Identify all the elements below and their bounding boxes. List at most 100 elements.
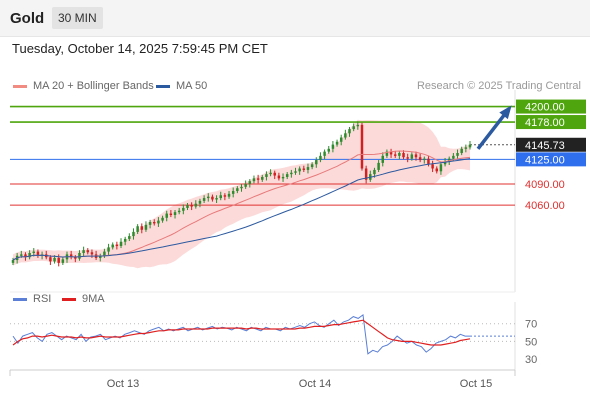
candle-body [398,153,401,156]
time-axis: Oct 13 Oct 14 Oct 15 [9,369,516,390]
candle-body [269,172,272,175]
candle-body [385,151,389,156]
level-label-4200.00: 4200.00 [525,102,565,114]
candle-body [86,250,90,253]
interval-button[interactable]: 30 MIN [52,7,103,29]
candle-body [261,176,264,180]
candle-body [418,157,422,161]
candle-body [78,252,81,259]
candle-body [198,200,202,204]
candle-body [306,167,310,170]
candle-body [132,231,135,237]
candle-body [277,175,281,179]
candle-body [111,244,114,248]
level-label-4090.00: 4090.00 [525,179,565,191]
level-label-4178.00: 4178.00 [525,117,565,129]
candle-body [389,151,393,155]
candle-body [302,168,306,170]
candle-body [219,195,222,199]
candle-body [153,222,156,224]
candle-body [128,236,131,239]
candle-body [319,155,322,161]
candle-body [348,129,351,134]
candle-body [207,196,210,199]
chart-grid [10,90,516,293]
candle-body [335,141,339,145]
candle-body [281,176,285,179]
ma50-line [12,158,471,261]
candle-body [231,191,235,194]
rsi-panel: 30 50 70 [10,302,537,372]
candle-body [377,162,380,170]
candle-body [435,168,439,172]
candle-body [173,212,177,215]
candle-body [256,178,260,180]
candle-body [28,252,31,258]
candle-body [323,151,326,156]
candle-body [468,144,472,148]
candle-body [443,161,447,165]
candle-body [339,137,343,142]
candle-body [161,217,164,221]
top-bar: Gold 30 MIN [0,0,590,37]
candle-body [211,196,214,200]
bollinger-swatch-icon [13,84,27,88]
candle-body [252,178,256,182]
candle-body [115,244,119,246]
candle-body [57,257,60,263]
candle-body [406,157,409,159]
candle-body [298,168,301,172]
candle-body [364,168,368,180]
candle-body [315,160,318,165]
candle-body [427,158,430,165]
candle-body [182,207,185,211]
candle-body [423,158,426,161]
candle-body [431,164,434,169]
chart-datetime: Tuesday, October 14, 2025 7:59:45 PM CET [12,41,268,56]
candle-body [290,172,293,175]
rsi-series-9ma [12,319,471,346]
projection-arrowhead-icon [499,105,512,120]
ma9-swatch-icon [62,297,76,301]
candle-body [456,153,459,156]
legend-9ma: 9MA [62,293,105,305]
candle-body [439,164,443,172]
candle-body [202,198,206,201]
rsi-tick-30: 30 [525,354,537,366]
candle-body [410,154,414,159]
candle-body [36,251,40,256]
legend-rsi: RSI [13,293,51,305]
candle-body [393,154,397,156]
bollinger-band-area [13,119,470,269]
candle-body [460,148,463,154]
candle-body [186,205,189,208]
candle-body [157,220,160,224]
legend-bollinger: MA 20 + Bollinger Bands [13,80,154,92]
rsi-tick-50: 50 [525,336,537,348]
candle-body [223,195,227,197]
candle-body [331,144,335,149]
current-price-label: 4145.73 [525,140,565,152]
candle-body [244,184,247,187]
current-price-tag [516,137,586,152]
candle-body [327,148,330,152]
legend-9ma-label: 9MA [82,293,105,305]
level-tag-4125.00 [516,152,586,167]
candle-body [356,124,360,127]
candle-body [402,153,405,158]
candle-body [285,174,289,177]
ma50-swatch-icon [156,84,170,88]
candle-body [140,226,144,230]
candle-body [265,174,268,177]
candle-body [103,251,106,256]
legend-ma50-label: MA 50 [176,80,208,92]
x-tick-label: Oct 13 [107,378,139,390]
legend-ma50: MA 50 [156,80,207,92]
candle-body [61,259,65,263]
candle-body [452,155,455,159]
rsi-tick-70: 70 [525,319,537,331]
rsi-swatch-icon [13,297,27,301]
candle-body [11,260,15,263]
candle-body [294,171,297,173]
